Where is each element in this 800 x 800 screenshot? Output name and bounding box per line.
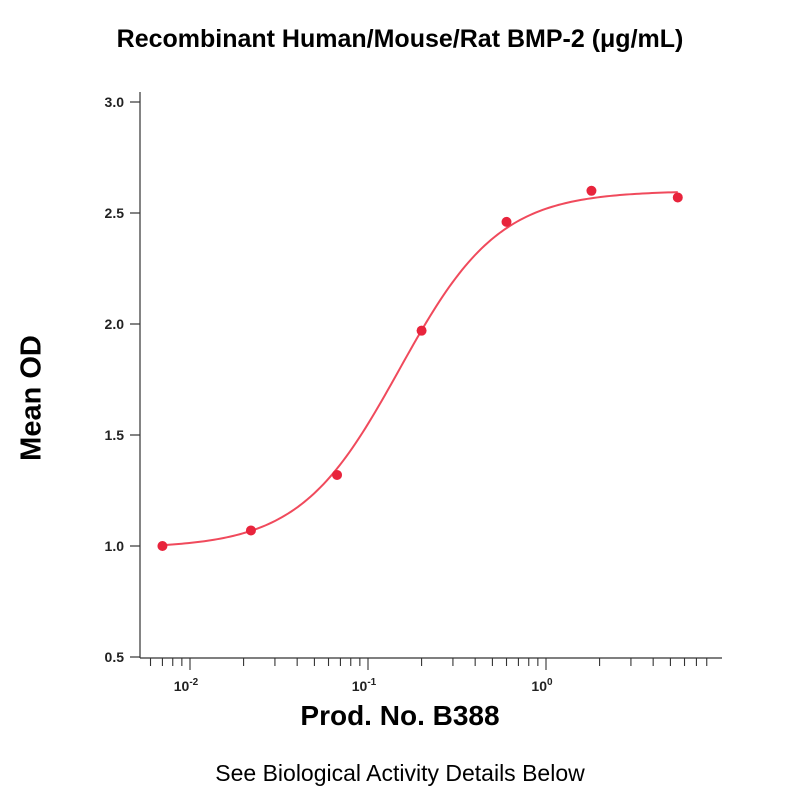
- x-tick-label: 100: [531, 677, 553, 694]
- y-tick-label: 3.0: [105, 94, 125, 110]
- x-axis-label: Prod. No. B388: [300, 700, 500, 731]
- data-points-layer: [157, 185, 683, 551]
- axes: [139, 92, 722, 659]
- data-point: [332, 469, 343, 480]
- fit-curve-line: [162, 191, 678, 547]
- fit-curve-layer: [162, 191, 678, 547]
- chart-title: Recombinant Human/Mouse/Rat BMP-2 (μg/mL…: [116, 25, 684, 53]
- ticks: 0.5 1.0 1.5 2.0 2.5 3.0 10-2 10-1 100: [105, 94, 708, 694]
- x-tick-label: 10-2: [174, 677, 199, 694]
- y-tick-label: 0.5: [105, 649, 125, 665]
- data-point: [245, 525, 256, 536]
- y-tick-label: 2.5: [105, 205, 125, 221]
- data-point: [586, 185, 597, 196]
- y-tick-label: 2.0: [105, 316, 125, 332]
- y-tick-label: 1.0: [105, 538, 125, 554]
- y-tick-label: 1.5: [105, 427, 125, 443]
- data-point: [416, 325, 427, 336]
- data-point: [157, 541, 168, 551]
- data-point: [672, 192, 683, 203]
- data-point: [501, 216, 512, 227]
- footer-note: See Biological Activity Details Below: [215, 760, 585, 786]
- x-tick-label: 10-1: [352, 677, 377, 694]
